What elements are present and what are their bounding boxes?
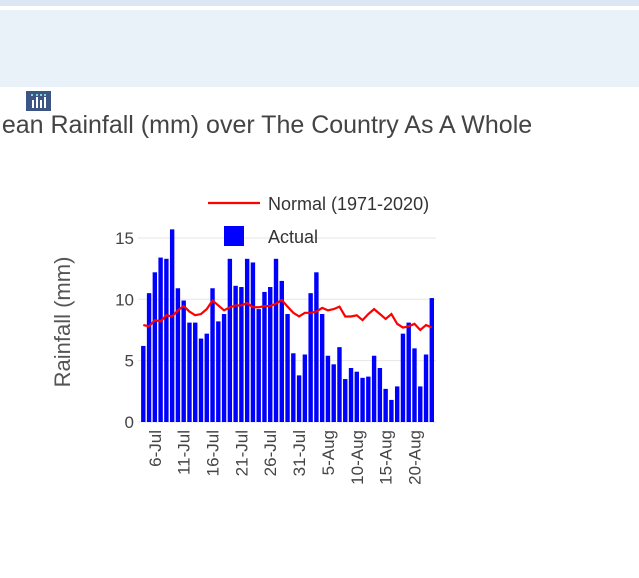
actual-bar[interactable] <box>239 287 244 422</box>
actual-bar[interactable] <box>383 388 388 422</box>
actual-bar[interactable] <box>198 338 204 422</box>
actual-bar[interactable] <box>193 322 198 422</box>
legend: Normal (1971-2020) Actual <box>208 194 429 247</box>
x-tick-label: 6-Jul <box>146 430 165 467</box>
actual-bar[interactable] <box>314 272 319 422</box>
x-tick-label: 16-Jul <box>204 430 223 476</box>
actual-bar[interactable] <box>210 288 215 422</box>
y-tick-label: 10 <box>115 290 134 309</box>
actual-bar[interactable] <box>412 348 417 422</box>
actual-bar[interactable] <box>371 355 377 422</box>
y-axis-label: Rainfall (mm) <box>50 257 75 388</box>
actual-bar[interactable] <box>308 293 313 422</box>
actual-bar[interactable] <box>279 280 284 422</box>
y-tick-label: 15 <box>115 229 134 248</box>
actual-bar[interactable] <box>268 287 273 422</box>
actual-bar[interactable] <box>360 377 365 422</box>
x-tick-label: 10-Aug <box>348 430 367 485</box>
x-tick-label: 11-Jul <box>175 430 194 475</box>
x-tick-label: 31-Jul <box>290 430 309 476</box>
legend-actual-swatch[interactable] <box>224 226 244 246</box>
actual-bar[interactable] <box>400 333 406 422</box>
normal-series-line <box>143 298 433 332</box>
actual-bar[interactable] <box>158 257 163 422</box>
actual-bar[interactable] <box>418 386 423 422</box>
actual-bar[interactable] <box>175 288 181 422</box>
x-tick-label: 15-Aug <box>377 430 396 485</box>
actual-bar[interactable] <box>233 285 238 422</box>
actual-bar[interactable] <box>291 353 296 422</box>
y-tick-label: 5 <box>125 352 134 371</box>
chart-title: Mean Rainfall (mm) over The Country As A… <box>0 111 533 139</box>
actual-bar[interactable] <box>348 368 354 422</box>
actual-bar[interactable] <box>221 314 227 422</box>
actual-bar[interactable] <box>423 354 429 422</box>
actual-bar[interactable] <box>285 314 290 422</box>
actual-bar[interactable] <box>216 321 221 422</box>
actual-bar[interactable] <box>343 379 348 422</box>
actual-bar[interactable] <box>152 272 158 422</box>
actual-bar[interactable] <box>187 322 192 422</box>
actual-bar[interactable] <box>169 229 175 422</box>
actual-bar[interactable] <box>296 375 302 422</box>
actual-bar[interactable] <box>204 333 209 422</box>
actual-bar[interactable] <box>141 345 146 422</box>
x-tick-label: 20-Aug <box>405 430 424 485</box>
legend-actual-label[interactable]: Actual <box>268 227 318 247</box>
actual-bar[interactable] <box>302 354 308 422</box>
actual-bar[interactable] <box>244 258 250 422</box>
actual-bar[interactable] <box>325 355 331 422</box>
actual-bar[interactable] <box>337 347 342 422</box>
actual-bar[interactable] <box>389 399 394 422</box>
actual-bar[interactable] <box>262 291 267 422</box>
actual-bar[interactable] <box>354 371 359 422</box>
actual-bar[interactable] <box>331 364 336 422</box>
x-tick-label: 26-Jul <box>261 430 280 476</box>
legend-normal-label[interactable]: Normal (1971-2020) <box>268 194 429 214</box>
actual-bar[interactable] <box>377 368 383 422</box>
chart-title-container: Mean Rainfall (mm) over The Country As A… <box>0 106 572 146</box>
actual-bar[interactable] <box>429 298 434 422</box>
actual-bar[interactable] <box>273 258 279 422</box>
y-tick-label: 0 <box>125 413 134 432</box>
actual-bar[interactable] <box>250 262 256 422</box>
actual-bar[interactable] <box>164 258 169 422</box>
actual-bar[interactable] <box>394 386 400 422</box>
actual-bar[interactable] <box>227 258 233 422</box>
chart-logo-icon[interactable] <box>26 91 51 111</box>
actual-bar[interactable] <box>181 300 186 422</box>
actual-bar[interactable] <box>406 322 411 422</box>
actual-bar[interactable] <box>256 309 261 422</box>
x-tick-label: 5-Aug <box>319 430 338 475</box>
actual-bar[interactable] <box>319 314 325 422</box>
actual-bar[interactable] <box>366 376 371 422</box>
actual-bar[interactable] <box>146 293 152 422</box>
header-banner <box>0 10 639 87</box>
x-tick-label: 21-Jul <box>232 430 251 476</box>
top-strip <box>0 0 639 6</box>
